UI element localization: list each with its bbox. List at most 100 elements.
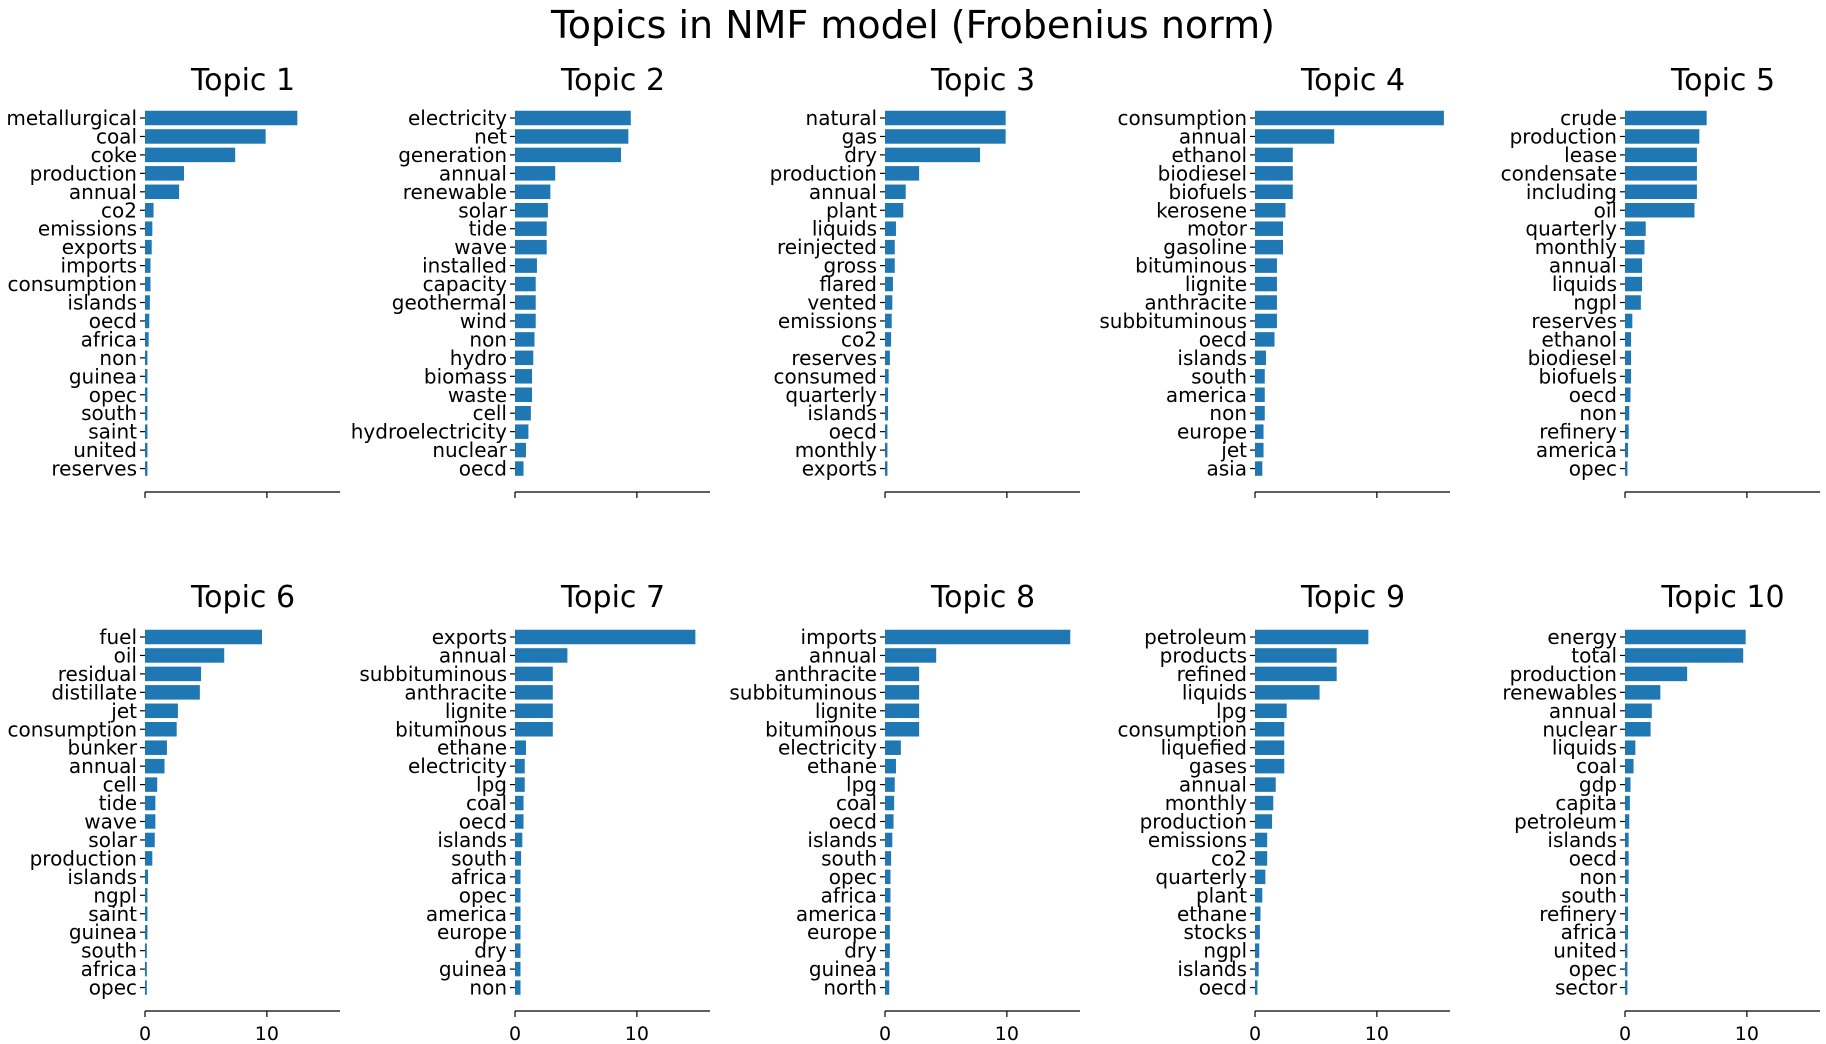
category-label: north <box>823 976 877 1000</box>
bar-production <box>885 166 920 181</box>
bar-non <box>145 350 148 366</box>
category-label: production <box>1140 810 1247 834</box>
bar-consumption <box>145 276 151 292</box>
bar-annual <box>1255 129 1335 144</box>
category-label: bituminous <box>765 717 877 741</box>
category-label: america <box>1536 438 1617 462</box>
category-label: production <box>1510 662 1617 686</box>
bar-islands <box>1255 350 1266 366</box>
category-label: opec <box>89 976 137 1000</box>
bar-tide <box>145 795 156 811</box>
bar-europe <box>515 924 521 940</box>
category-label: monthly <box>795 438 877 462</box>
bar-south <box>885 851 892 866</box>
category-label: islands <box>1547 828 1617 852</box>
x-tick-label: 0 <box>1619 1023 1631 1044</box>
category-label: opec <box>1569 957 1617 981</box>
category-label: sector <box>1555 976 1618 1000</box>
topic-panel-9: Topic 9 petroleumproductsrefinedliquidslp… <box>1118 580 1450 1044</box>
bar-america <box>1255 387 1265 402</box>
bar-solar <box>515 203 548 218</box>
category-label: ngpl <box>93 883 137 907</box>
bar-coal <box>145 129 266 144</box>
bar-oecd <box>1255 980 1258 995</box>
category-label: emissions <box>1148 828 1247 852</box>
bar-lignite <box>885 703 920 719</box>
bar-oecd <box>1625 387 1631 402</box>
bar-ngpl <box>1255 943 1260 958</box>
category-label: biofuels <box>1169 180 1248 204</box>
category-label: capacity <box>423 272 508 296</box>
topic-panel-1: Topic 1 metallurgicalcoalcokeproductionan… <box>6 63 340 498</box>
category-label: consumption <box>1118 717 1248 741</box>
bar-non <box>515 980 521 995</box>
topic-panel-6: Topic 6 fueloilresidualdistillatejetconsu… <box>8 580 340 1044</box>
bar-dry <box>885 943 890 958</box>
topic-panel-4: Topic 4 consumptionannualethanolbiodiesel… <box>1099 63 1450 498</box>
bar-ethane <box>515 740 526 755</box>
bar-south <box>515 851 522 866</box>
category-label: imports <box>801 625 877 649</box>
bar-africa <box>885 888 891 903</box>
category-label: islands <box>807 401 877 425</box>
category-label: consumed <box>774 364 878 388</box>
bar-residual <box>145 666 202 682</box>
category-label: coal <box>1576 754 1617 778</box>
category-label: gross <box>823 254 877 278</box>
category-label: exports <box>62 235 137 259</box>
bar-oecd <box>145 313 150 329</box>
category-label: coal <box>836 791 877 815</box>
category-label: motor <box>1187 217 1248 241</box>
bar-cell <box>515 405 531 421</box>
bar-non <box>1625 405 1630 421</box>
bar-opec <box>1625 461 1628 476</box>
bar-africa <box>145 961 147 977</box>
bar-africa <box>515 869 521 885</box>
category-label: africa <box>821 883 877 907</box>
category-label: oecd <box>829 420 877 444</box>
bar-annual <box>515 166 556 181</box>
bar-products <box>1255 648 1337 663</box>
panel-title: Topic 8 <box>930 580 1035 615</box>
bar-ethane <box>885 758 896 774</box>
bar-africa <box>145 332 149 347</box>
category-label: africa <box>81 327 137 351</box>
category-label: islands <box>807 828 877 852</box>
category-label: ngpl <box>1203 939 1247 963</box>
category-label: production <box>30 161 137 185</box>
bar-annual <box>145 184 180 200</box>
bar-subbituminous <box>885 685 920 700</box>
category-label: consumption <box>1118 106 1248 130</box>
bar-crude <box>1625 110 1707 126</box>
category-label: nuclear <box>1542 717 1617 741</box>
bar-coke <box>145 147 236 163</box>
bar-energy <box>1625 629 1746 645</box>
category-label: production <box>770 161 877 185</box>
bar-hydroelectricity <box>515 424 529 439</box>
category-label: annual <box>439 643 507 667</box>
category-label: south <box>81 939 137 963</box>
x-tick-label: 0 <box>879 1023 891 1044</box>
bar-quarterly <box>1255 869 1266 885</box>
category-label: ethanol <box>1541 327 1617 351</box>
category-label: non <box>469 327 507 351</box>
category-label: opec <box>829 865 877 889</box>
panel-title: Topic 1 <box>190 63 295 98</box>
bar-lease <box>1625 147 1697 163</box>
bar-oil <box>145 648 225 663</box>
category-label: guinea <box>69 364 137 388</box>
topic-panel-8: Topic 8 importsannualanthracitesubbitumin… <box>729 580 1080 1044</box>
x-tick-label: 0 <box>509 1023 521 1044</box>
category-label: plant <box>826 198 877 222</box>
bar-guinea <box>885 961 890 977</box>
bar-monthly <box>885 442 888 458</box>
category-label: lpg <box>476 773 507 797</box>
category-label: ethane <box>437 736 507 760</box>
bar-ethanol <box>1625 332 1632 347</box>
bar-anthracite <box>515 685 553 700</box>
bar-liquids <box>1625 740 1636 755</box>
category-label: south <box>1561 883 1617 907</box>
bar-co2 <box>145 203 154 218</box>
category-label: consumption <box>8 272 138 296</box>
category-label: islands <box>437 828 507 852</box>
